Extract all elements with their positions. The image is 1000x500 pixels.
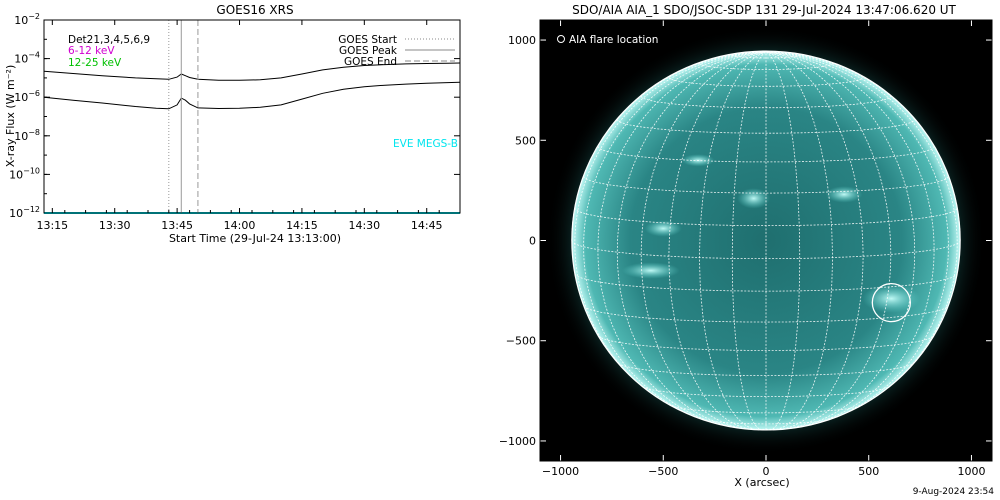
goes-chart-title: GOES16 XRS (216, 3, 293, 17)
goes-series-line (43, 62, 461, 81)
goes-y-tick-label: 10−4 (14, 51, 40, 66)
latitude-grid-line (598, 335, 934, 351)
goes-x-tick-label: 14:45 (411, 219, 443, 232)
latitude-grid-line (699, 63, 833, 70)
goes-y-tick-label: 10−2 (14, 12, 40, 27)
goes-x-tick-label: 14:30 (348, 219, 380, 232)
longitude-grid-line (765, 51, 949, 424)
goes-y-tick-label: 10−12 (9, 205, 40, 220)
goes-x-axis-label: Start Time (29-Jul-24 13:13:00) (169, 232, 341, 245)
aia-x-tick-label: 500 (858, 465, 879, 478)
longitude-grid-line (765, 51, 892, 430)
longitude-grid-line (616, 51, 767, 429)
goes-legend-label: GOES End (344, 56, 397, 68)
goes-x-tick-label: 13:45 (161, 219, 193, 232)
aia-y-tick-label: −500 (506, 335, 536, 348)
latitude-grid-line (583, 305, 949, 323)
longitude-grid-line (668, 51, 767, 430)
longitude-grid-line (597, 51, 767, 428)
latitude-grid-line (617, 362, 915, 376)
latitude-grid-line (670, 405, 862, 414)
active-region (862, 284, 921, 314)
longitude-grid-line (574, 51, 767, 406)
active-region (825, 186, 863, 203)
goes-legend-label: GOES Peak (339, 45, 398, 57)
goes-x-tick-label: 14:15 (286, 219, 318, 232)
aia-y-tick-label: 500 (515, 134, 536, 147)
flare-location-circle (871, 282, 911, 323)
aia-chart-title: SDO/AIA AIA_1 SDO/JSOC-SDP 131 29-Jul-20… (572, 3, 956, 17)
goes-channel-label: 6-12 keV (68, 45, 115, 57)
longitude-grid-line (765, 51, 801, 431)
goes-xrs-chart: GOES16 XRS 13:15 13:30 13:45 14:00 14:15 14:3… (4, 3, 461, 245)
active-region (644, 220, 682, 237)
aia-plot-area: AIA flare location −1000 −500 0 500 1000 −1000… (500, 19, 993, 478)
longitude-grid-line (731, 51, 767, 431)
flare-legend-marker (557, 35, 565, 43)
longitude-grid-line (765, 51, 958, 406)
goes-plot-area: 13:15 13:30 13:45 14:00 14:15 14:30 14:45 10−12… (9, 12, 461, 232)
latitude-grid-line (571, 240, 961, 260)
aia-x-tick-label: −1000 (542, 465, 579, 478)
aia-x-tick-label: 0 (763, 465, 770, 478)
latitude-grid-line (574, 273, 958, 292)
goes-x-tick-label: 13:15 (36, 219, 68, 232)
goes-y-tick-label: 10−10 (9, 166, 40, 181)
goes-channel-label: 12-25 keV (68, 57, 122, 69)
latitude-grid-line (731, 54, 801, 59)
longitude-grid-line (765, 51, 864, 430)
goes-y-tick-label: 10−6 (14, 89, 40, 104)
active-region (622, 262, 680, 279)
aia-y-tick-label: 0 (529, 235, 536, 248)
aia-axes-frame (539, 19, 993, 462)
goes-legend-label: GOES Start (338, 34, 397, 46)
goes-detectors-label: Det21,3,4,5,6,9 (68, 34, 150, 46)
active-region (737, 188, 771, 209)
aia-image-layer (546, 26, 986, 455)
longitude-grid-line (765, 51, 833, 431)
goes-eve-annotation: EVE MEGS-B (393, 138, 458, 150)
aia-image-chart: SDO/AIA AIA_1 SDO/JSOC-SDP 131 29-Jul-20… (500, 3, 993, 489)
longitude-grid-line (765, 51, 935, 428)
solar-limb-outline (571, 50, 961, 431)
goes-y-axis-label: X-ray Flux (W m⁻²) (4, 65, 17, 167)
latitude-grid-line (702, 419, 830, 425)
goes-x-tick-label: 14:00 (224, 219, 256, 232)
aia-x-axis-label: X (arcsec) (734, 476, 789, 489)
footer-date-stamp: 9-Aug-2024 23:54 (912, 487, 994, 497)
goes-x-tick-label: 13:30 (99, 219, 131, 232)
aia-x-tick-label: 1000 (957, 465, 985, 478)
flare-legend-label: AIA flare location (569, 34, 658, 46)
longitude-grid-line (765, 51, 916, 429)
latitude-grid-line (583, 175, 949, 194)
aia-y-tick-label: −1000 (500, 435, 536, 448)
aia-y-tick-label: 1000 (508, 34, 536, 47)
aia-x-tick-label: −500 (648, 465, 678, 478)
longitude-grid-line (699, 51, 767, 431)
goes-series-line (43, 81, 461, 110)
goes-y-tick-label: 10−8 (14, 128, 40, 143)
longitude-grid-line (583, 51, 767, 424)
longitude-grid-line (640, 51, 767, 430)
